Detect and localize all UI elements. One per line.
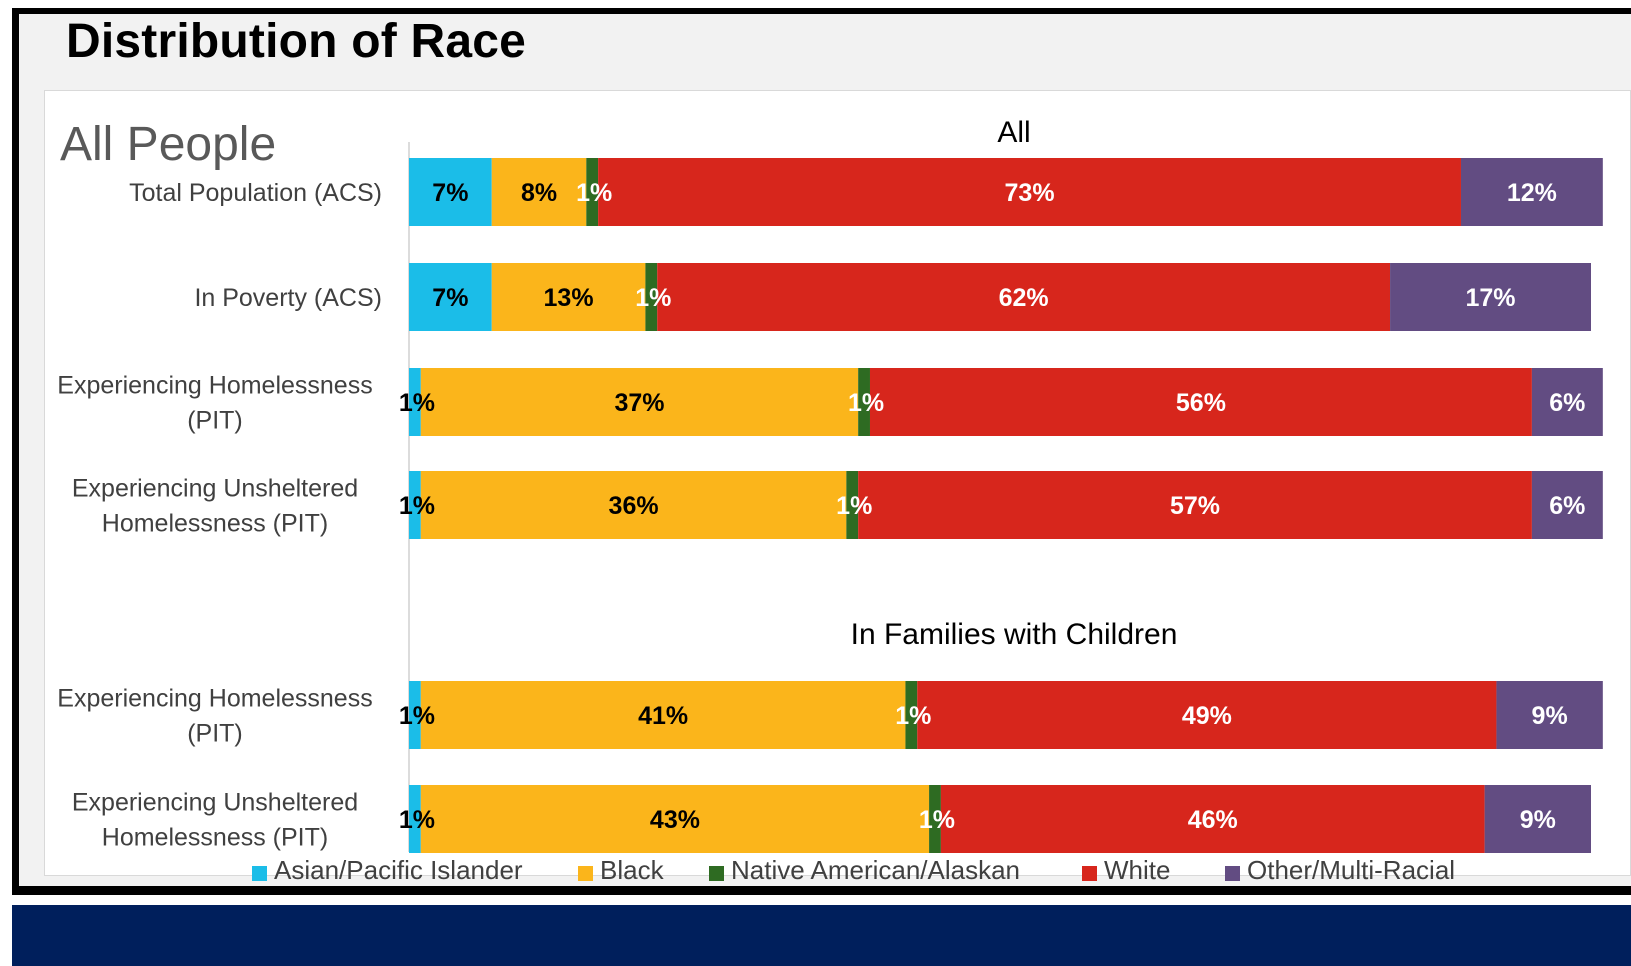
data-label: 1% xyxy=(635,284,671,312)
legend-swatch xyxy=(1225,866,1240,881)
bar-segment xyxy=(409,158,492,226)
category-label: (PIT) xyxy=(187,407,243,435)
data-label: 7% xyxy=(432,284,468,312)
data-label: 7% xyxy=(432,179,468,207)
bar-segment xyxy=(409,681,421,749)
data-label: 56% xyxy=(1176,389,1226,417)
group-title: All xyxy=(997,116,1030,149)
legend-label: Other/Multi-Racial xyxy=(1247,855,1455,885)
category-label: Experiencing Homelessness xyxy=(57,372,372,400)
bar-segment xyxy=(1531,471,1603,539)
data-label: 13% xyxy=(544,284,594,312)
data-label: 37% xyxy=(614,389,664,417)
data-label: 17% xyxy=(1466,284,1516,312)
legend-label: White xyxy=(1104,855,1170,885)
bar-segment xyxy=(917,681,1497,749)
bar-segment xyxy=(420,471,847,539)
bar-segment xyxy=(420,785,930,853)
category-label: Total Population (ACS) xyxy=(129,179,382,207)
bar-segment xyxy=(846,471,859,539)
data-label: 73% xyxy=(1005,179,1055,207)
bar-segment xyxy=(657,263,1391,331)
bar-segment xyxy=(1496,681,1603,749)
data-label: 1% xyxy=(399,389,435,417)
bar-segment xyxy=(491,263,646,331)
bar-segment xyxy=(905,681,918,749)
bar-segment xyxy=(645,263,658,331)
bar-segment xyxy=(1390,263,1591,331)
data-label: 1% xyxy=(848,389,884,417)
legend-swatch xyxy=(1082,866,1097,881)
category-label: Homelessness (PIT) xyxy=(102,510,328,538)
bar-segment xyxy=(858,368,870,436)
legend-swatch xyxy=(709,866,724,881)
legend-label: Asian/Pacific Islander xyxy=(274,855,523,885)
data-label: 6% xyxy=(1549,492,1585,520)
data-label: 62% xyxy=(999,284,1049,312)
bar-segment xyxy=(1531,368,1603,436)
data-label: 1% xyxy=(576,179,612,207)
bar-segment xyxy=(1460,158,1603,226)
data-label: 9% xyxy=(1520,806,1556,834)
bar-segment xyxy=(491,158,587,226)
data-label: 1% xyxy=(399,492,435,520)
footer-band xyxy=(12,905,1631,966)
bar-segment xyxy=(409,785,421,853)
bar-segment xyxy=(409,263,492,331)
data-label: 36% xyxy=(609,492,659,520)
bar-segment xyxy=(420,368,859,436)
bar-segment xyxy=(409,471,421,539)
bar-segment xyxy=(598,158,1461,226)
data-label: 6% xyxy=(1549,389,1585,417)
data-label: 8% xyxy=(521,179,557,207)
page-heading: Distribution of Race xyxy=(66,15,527,68)
legend-label: Native American/Alaskan xyxy=(731,855,1020,885)
data-label: 57% xyxy=(1170,492,1220,520)
data-label: 9% xyxy=(1532,702,1568,730)
data-label: 1% xyxy=(399,806,435,834)
category-label: Homelessness (PIT) xyxy=(102,824,328,852)
bar-segment xyxy=(1484,785,1591,853)
data-label: 46% xyxy=(1188,806,1238,834)
data-label: 49% xyxy=(1182,702,1232,730)
data-label: 1% xyxy=(836,492,872,520)
bar-segment xyxy=(929,785,941,853)
data-label: 12% xyxy=(1507,179,1557,207)
bar-segment xyxy=(420,681,906,749)
category-label: Experiencing Unsheltered xyxy=(72,789,358,817)
bar-segment xyxy=(940,785,1485,853)
category-label: (PIT) xyxy=(187,720,243,748)
bar-segment xyxy=(869,368,1532,436)
data-label: 1% xyxy=(399,702,435,730)
category-label: In Poverty (ACS) xyxy=(194,284,382,312)
bar-segment xyxy=(586,158,599,226)
data-label: 1% xyxy=(919,806,955,834)
category-label: Experiencing Homelessness xyxy=(57,685,372,713)
data-label: 43% xyxy=(650,806,700,834)
bar-segment xyxy=(858,471,1532,539)
category-label: Experiencing Unsheltered xyxy=(72,475,358,503)
data-label: 41% xyxy=(638,702,688,730)
legend-swatch xyxy=(252,866,267,881)
bar-segment xyxy=(409,368,421,436)
legend-label: Black xyxy=(600,855,665,885)
panel-title: All People xyxy=(60,118,276,171)
legend-swatch xyxy=(578,866,593,881)
group-title: In Families with Children xyxy=(851,618,1178,651)
data-label: 1% xyxy=(895,702,931,730)
